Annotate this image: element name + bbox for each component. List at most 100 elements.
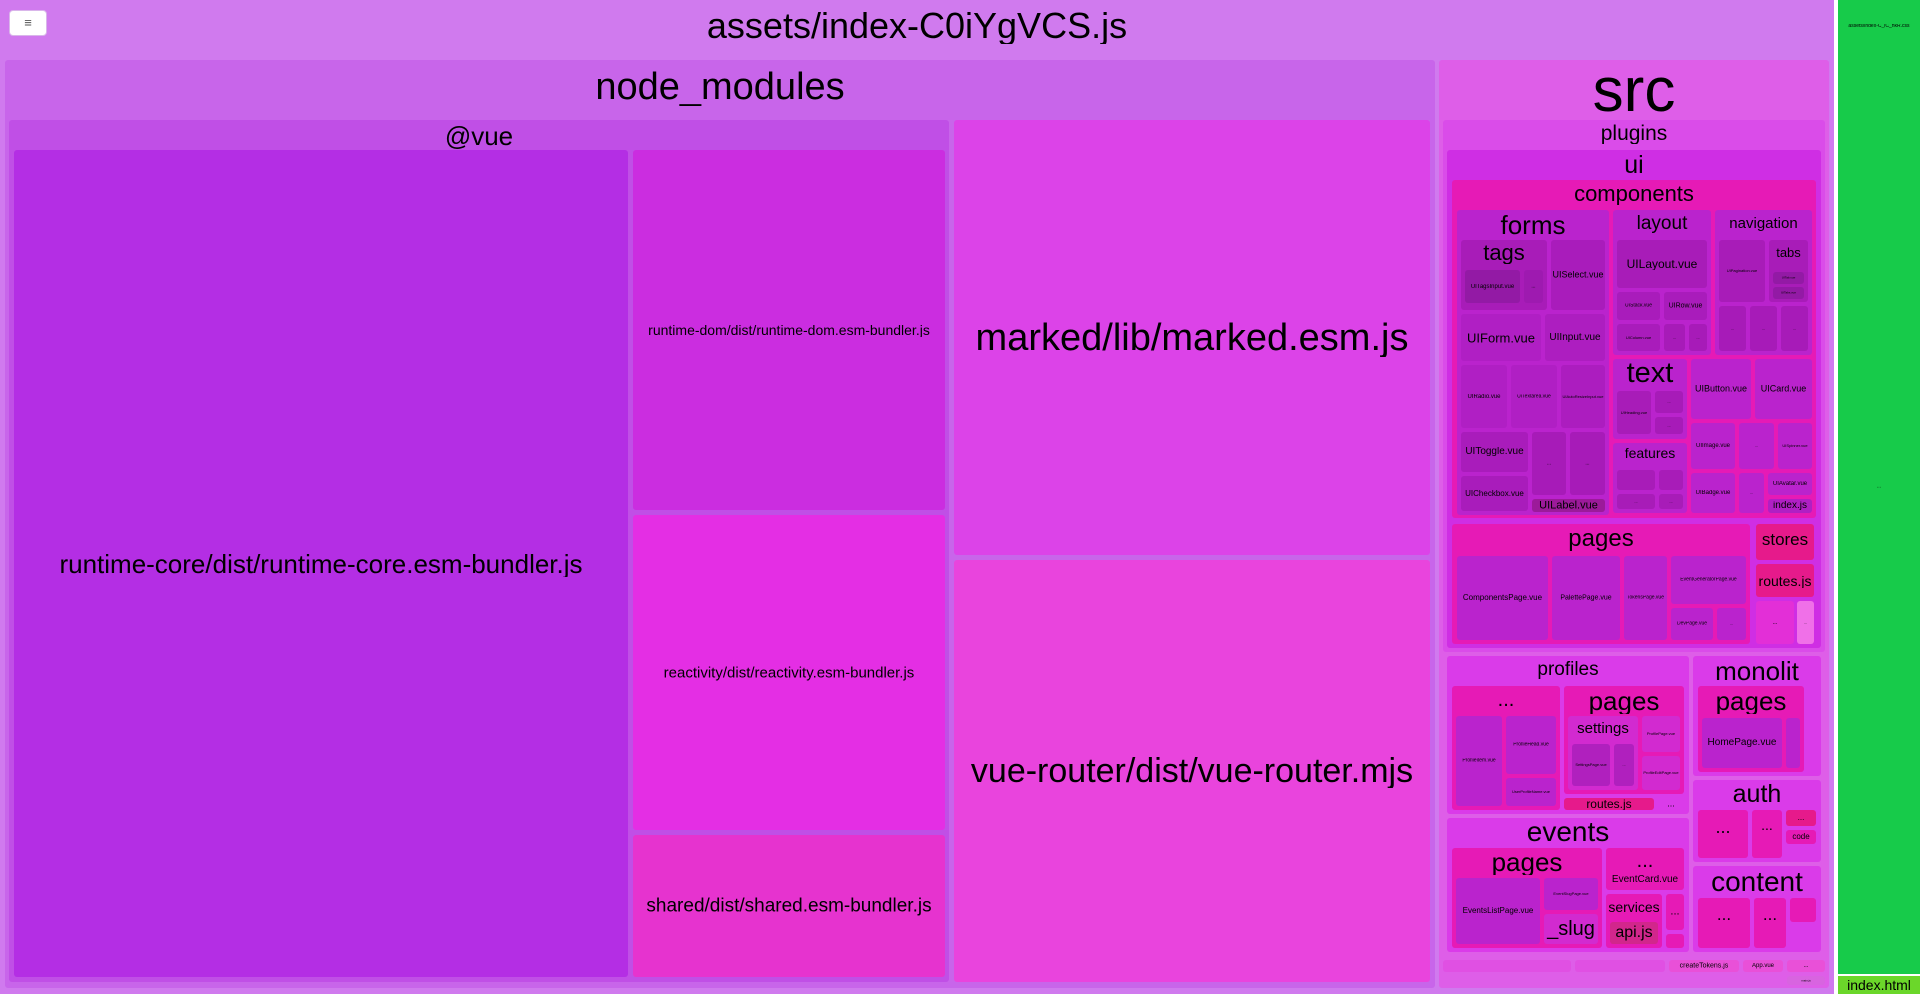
settings-page-module[interactable]: SettingsPage.vue <box>1572 744 1610 786</box>
dev-page-module[interactable]: DevPage.vue <box>1671 608 1713 640</box>
content-dots-1[interactable]: ... <box>1698 898 1750 948</box>
api-js-module[interactable]: api.js <box>1610 922 1658 944</box>
layout-dots-2[interactable]: ... <box>1689 324 1707 351</box>
auth-code-group[interactable]: code <box>1786 830 1816 844</box>
tabs-module[interactable]: UITabs.vue <box>1773 287 1804 299</box>
shared-module[interactable]: shared/dist/shared.esm-bundler.js <box>633 835 945 977</box>
profiles-dots[interactable]: ... <box>1658 798 1684 810</box>
ui-pages-dots[interactable]: ... <box>1717 608 1746 640</box>
index-html-module[interactable]: index.html <box>1838 976 1920 994</box>
ui-misc-module[interactable]: ... <box>1797 601 1814 644</box>
src-bottom-module-2[interactable] <box>1575 960 1665 972</box>
user-profile-module[interactable]: UserProfileName.vue <box>1506 778 1556 806</box>
css-bundle[interactable]: assets/index-C_iC_hkR.css ... <box>1838 0 1920 974</box>
select-module[interactable]: UISelect.vue <box>1551 240 1605 310</box>
runtime-core-label: runtime-core/dist/runtime-core.esm-bundl… <box>59 550 583 577</box>
tokens-page-module[interactable]: TokensPage.vue <box>1624 556 1667 640</box>
components-dots-1[interactable]: ... <box>1739 423 1774 469</box>
ui-dots-module[interactable]: ... <box>1756 601 1794 644</box>
slug-group[interactable]: _slug <box>1544 914 1598 944</box>
card-module[interactable]: UICard.vue <box>1755 359 1812 419</box>
routes-js-module[interactable]: routes.js <box>1756 564 1814 597</box>
autoresize-module[interactable]: UIAutoResizeInput.vue <box>1561 365 1605 428</box>
src-bottom-dots[interactable]: ... <box>1787 960 1825 972</box>
profile-head-module[interactable]: ProfileHead.vue <box>1506 716 1556 774</box>
palette-page-module[interactable]: PalettePage.vue <box>1552 556 1620 640</box>
content-dots-2[interactable]: ... <box>1754 898 1786 948</box>
app-vue-module[interactable]: App.vue <box>1743 960 1783 972</box>
index-js-module[interactable]: index.js <box>1768 499 1812 513</box>
features-dots-3[interactable]: ... <box>1617 494 1655 509</box>
profile-page-module[interactable]: ProfilePage.vue <box>1642 716 1680 752</box>
stack-module[interactable]: UIStack.vue <box>1617 292 1660 320</box>
forms-dots-2-label: ... <box>1585 461 1590 466</box>
features-dots-1[interactable] <box>1617 470 1655 490</box>
components-dots-2[interactable]: ... <box>1739 473 1764 513</box>
radio-module[interactable]: UIRadio.vue <box>1461 365 1507 428</box>
reactivity-module[interactable]: reactivity/dist/reactivity.esm-bundler.j… <box>633 515 945 830</box>
profiles-routes-module[interactable]: routes.js <box>1564 798 1654 810</box>
stack-label: UIStack.vue <box>1625 303 1652 309</box>
tags-input-module[interactable]: UITagsInput.vue <box>1465 270 1520 303</box>
create-tokens-module[interactable]: createTokens.js <box>1669 960 1739 972</box>
vue-router-module[interactable]: vue-router/dist/vue-router.mjs <box>954 560 1430 982</box>
plugins-label: plugins <box>1600 123 1668 144</box>
profile-item-module[interactable]: ProfileItem.vue <box>1456 716 1502 806</box>
profile-edit-module[interactable]: ProfileEditPage.vue <box>1642 756 1680 790</box>
marked-module[interactable]: marked/lib/marked.esm.js <box>954 120 1430 555</box>
event-slug-page-module[interactable]: EventSlugPage.vue <box>1544 878 1598 910</box>
input-module[interactable]: UIInput.vue <box>1545 314 1605 361</box>
menu-button[interactable]: ≡ <box>9 10 47 36</box>
tags-dots-module[interactable]: ... <box>1524 270 1543 303</box>
event-slug-page-label: EventSlugPage.vue <box>1553 892 1589 896</box>
spinner-label: UISpinner.vue <box>1782 444 1808 448</box>
events-list-page-module[interactable]: EventsListPage.vue <box>1456 878 1540 944</box>
auth-dots-3[interactable]: ... <box>1786 810 1816 826</box>
nav-dots-3[interactable]: ... <box>1781 306 1808 351</box>
layout-dots-1[interactable]: ... <box>1664 324 1685 351</box>
events-dots-2[interactable] <box>1666 934 1684 948</box>
row-module[interactable]: UIRow.vue <box>1664 292 1707 320</box>
column-module[interactable]: UIColumn.vue <box>1617 324 1660 351</box>
textarea-module[interactable]: UITextarea.vue <box>1511 365 1557 428</box>
heading-module[interactable]: UIHeading.vue <box>1617 391 1651 434</box>
event-generator-page-module[interactable]: EventGeneratorPage.vue <box>1671 556 1746 604</box>
auth-dots-2[interactable]: ... <box>1752 810 1782 858</box>
checkbox-module[interactable]: UICheckbox.vue <box>1461 476 1528 511</box>
stores-group[interactable]: stores <box>1756 524 1814 560</box>
home-page-module[interactable]: HomePage.vue <box>1702 718 1782 768</box>
spinner-module[interactable]: UISpinner.vue <box>1778 423 1812 469</box>
tab-module[interactable]: UITab.vue <box>1773 272 1804 284</box>
button-module[interactable]: UIButton.vue <box>1691 359 1751 419</box>
forms-dots-1[interactable]: ... <box>1532 432 1566 495</box>
index-js-label: index.js <box>1773 501 1807 511</box>
avatar-module[interactable]: UIAvatar.vue <box>1768 473 1812 495</box>
content-dots-3[interactable] <box>1790 898 1816 922</box>
pagination-module[interactable]: UIPagination.vue <box>1719 240 1765 302</box>
toggle-module[interactable]: UIToggle.vue <box>1461 432 1528 472</box>
events-dots-label: ... <box>1636 851 1654 871</box>
monolit-small-module[interactable] <box>1786 718 1800 768</box>
main-js-module[interactable]: main.js <box>1787 976 1825 985</box>
layout-vue-module[interactable]: UILayout.vue <box>1617 240 1707 288</box>
nav-dots-2[interactable]: ... <box>1750 306 1777 351</box>
forms-dots-2[interactable]: ... <box>1570 432 1605 495</box>
events-dots-group[interactable]: ... EventCard.vue <box>1606 848 1684 890</box>
components-page-module[interactable]: ComponentsPage.vue <box>1457 556 1548 640</box>
form-module[interactable]: UIForm.vue <box>1461 314 1541 361</box>
label-module[interactable]: UILabel.vue <box>1532 499 1605 512</box>
src-bottom-module-1[interactable] <box>1443 960 1571 972</box>
auth-dots-1[interactable]: ... <box>1698 810 1748 858</box>
runtime-core-module[interactable]: runtime-core/dist/runtime-core.esm-bundl… <box>14 150 628 977</box>
features-dots-2[interactable] <box>1659 470 1683 490</box>
settings-dots[interactable]: ... <box>1614 744 1634 786</box>
nav-dots-1[interactable]: ... <box>1719 306 1746 351</box>
badge-module[interactable]: UIBadge.vue <box>1691 473 1735 513</box>
events-dots-1[interactable]: ... <box>1666 894 1684 930</box>
text-dots-2[interactable]: ... <box>1655 417 1683 434</box>
image-module[interactable]: UIImage.vue <box>1691 423 1735 469</box>
text-dots-1[interactable]: ... <box>1655 391 1683 413</box>
features-dots-4[interactable]: ... <box>1659 494 1683 509</box>
runtime-dom-module[interactable]: runtime-dom/dist/runtime-dom.esm-bundler… <box>633 150 945 510</box>
vue-label: @vue <box>444 123 514 149</box>
